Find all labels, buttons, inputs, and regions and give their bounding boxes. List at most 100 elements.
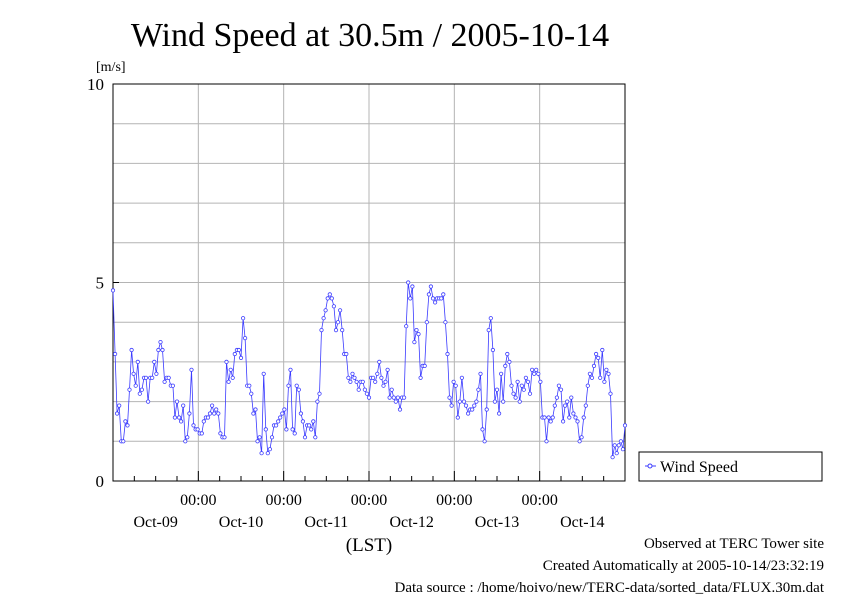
data-point xyxy=(290,427,295,432)
data-point xyxy=(331,304,336,309)
data-point xyxy=(352,375,357,380)
data-point xyxy=(507,359,512,364)
data-point xyxy=(443,320,448,325)
data-point xyxy=(253,407,258,412)
data-point xyxy=(432,300,438,305)
data-point xyxy=(465,411,471,416)
data-point xyxy=(210,403,215,408)
data-point xyxy=(410,284,415,289)
data-point xyxy=(282,407,287,412)
data-point xyxy=(591,363,597,368)
data-point xyxy=(199,431,204,436)
data-point xyxy=(583,403,588,408)
data-point xyxy=(449,403,454,408)
x-date-label: Oct-11 xyxy=(304,514,348,531)
data-point xyxy=(558,387,564,392)
data-point xyxy=(556,383,562,388)
data-point xyxy=(567,415,572,420)
data-point xyxy=(261,371,266,376)
data-point xyxy=(532,371,537,376)
data-point xyxy=(236,347,241,353)
data-point xyxy=(276,419,281,424)
data-point xyxy=(562,403,568,408)
data-point xyxy=(459,375,464,380)
data-point xyxy=(135,359,140,364)
data-point xyxy=(554,395,560,400)
data-point xyxy=(172,415,177,420)
data-point xyxy=(191,423,196,428)
data-point xyxy=(286,383,291,388)
data-point xyxy=(600,347,605,353)
data-point xyxy=(593,351,599,357)
data-point xyxy=(480,427,485,432)
data-point xyxy=(381,383,386,388)
footer-source: Data source : /home/hoivo/new/TERC-data/… xyxy=(394,580,825,596)
data-point xyxy=(616,443,621,448)
data-point xyxy=(472,403,477,408)
data-point xyxy=(179,419,184,424)
data-point xyxy=(474,399,479,404)
data-point xyxy=(317,391,322,396)
data-point xyxy=(496,411,502,416)
x-axis-label: (LST) xyxy=(346,535,392,556)
data-point xyxy=(143,375,149,380)
data-point xyxy=(509,383,514,388)
data-point xyxy=(340,327,345,333)
data-point xyxy=(587,371,593,376)
data-point xyxy=(488,316,493,321)
data-point xyxy=(498,371,504,376)
data-point xyxy=(416,331,421,337)
data-point xyxy=(216,411,221,416)
data-point xyxy=(356,387,361,392)
x-date-label: Oct-09 xyxy=(133,514,177,531)
data-point xyxy=(527,391,533,396)
data-point xyxy=(486,327,491,333)
data-point xyxy=(536,371,541,376)
data-point xyxy=(222,435,227,440)
data-point xyxy=(259,451,264,456)
data-point xyxy=(201,419,206,424)
data-point xyxy=(544,439,549,444)
data-point xyxy=(424,320,429,325)
data-point xyxy=(461,399,467,404)
legend-box xyxy=(638,451,823,482)
legend: Wind Speed xyxy=(638,451,823,482)
x-date-label: Oct-10 xyxy=(219,514,263,531)
data-point xyxy=(251,411,256,416)
footer-observed: Observed at TERC Tower site xyxy=(643,536,824,552)
data-point xyxy=(478,371,483,376)
data-point xyxy=(267,447,272,452)
data-point xyxy=(585,383,590,388)
data-point xyxy=(284,427,289,432)
data-point xyxy=(602,379,607,384)
data-point xyxy=(337,308,343,313)
data-point xyxy=(366,395,372,400)
data-point xyxy=(129,347,134,353)
data-point xyxy=(447,395,452,400)
data-point xyxy=(565,399,570,404)
data-point xyxy=(195,427,200,432)
data-point xyxy=(127,387,132,392)
data-point xyxy=(412,339,417,345)
y-tick-label: 0 xyxy=(96,472,105,491)
data-point xyxy=(255,439,260,444)
data-point xyxy=(529,367,535,372)
data-point xyxy=(232,351,237,357)
data-point xyxy=(185,435,190,440)
data-point xyxy=(348,379,353,384)
data-point xyxy=(618,439,624,444)
data-point xyxy=(503,363,508,368)
data-point xyxy=(482,439,487,444)
data-point xyxy=(577,439,582,444)
data-point xyxy=(278,415,283,420)
data-point xyxy=(393,399,398,404)
data-point xyxy=(397,407,403,412)
data-point xyxy=(121,439,126,444)
data-point xyxy=(321,316,326,321)
data-point xyxy=(313,435,318,440)
data-point xyxy=(226,379,231,384)
data-point xyxy=(548,419,553,424)
data-point xyxy=(205,415,211,420)
data-point xyxy=(604,367,609,372)
data-point xyxy=(346,375,351,380)
